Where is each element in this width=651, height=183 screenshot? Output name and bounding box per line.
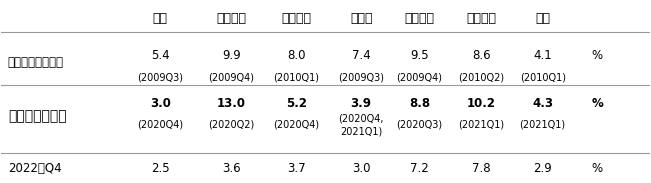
Text: リーマンショック: リーマンショック — [8, 56, 64, 69]
Text: ドイツ: ドイツ — [350, 12, 372, 25]
Text: 2022年Q4: 2022年Q4 — [8, 162, 61, 175]
Text: (2021Q1): (2021Q1) — [519, 120, 566, 130]
Text: (2009Q3): (2009Q3) — [137, 73, 183, 83]
Text: 3.0: 3.0 — [150, 97, 171, 110]
Text: 4.3: 4.3 — [532, 97, 553, 110]
Text: 3.7: 3.7 — [287, 162, 305, 175]
Text: 10.2: 10.2 — [467, 97, 495, 110]
Text: 3.6: 3.6 — [222, 162, 241, 175]
Text: (2009Q4): (2009Q4) — [396, 73, 443, 83]
Text: フランス: フランス — [404, 12, 434, 25]
Text: 5.2: 5.2 — [286, 97, 307, 110]
Text: (2010Q1): (2010Q1) — [519, 73, 566, 83]
Text: アメリカ: アメリカ — [217, 12, 247, 25]
Text: 日本: 日本 — [153, 12, 168, 25]
Text: 3.0: 3.0 — [352, 162, 370, 175]
Text: (2020Q4): (2020Q4) — [273, 120, 320, 130]
Text: (2009Q3): (2009Q3) — [338, 73, 384, 83]
Text: 2.5: 2.5 — [151, 162, 169, 175]
Text: %: % — [591, 97, 603, 110]
Text: 7.8: 7.8 — [472, 162, 490, 175]
Text: 8.6: 8.6 — [472, 49, 490, 62]
Text: コロナショック: コロナショック — [8, 109, 66, 123]
Text: 9.5: 9.5 — [410, 49, 429, 62]
Text: 7.4: 7.4 — [352, 49, 370, 62]
Text: 3.9: 3.9 — [351, 97, 372, 110]
Text: (2020Q4,
2021Q1): (2020Q4, 2021Q1) — [339, 114, 384, 136]
Text: (2020Q2): (2020Q2) — [208, 120, 255, 130]
Text: 2.9: 2.9 — [533, 162, 552, 175]
Text: (2020Q3): (2020Q3) — [396, 120, 443, 130]
Text: 韓国: 韓国 — [535, 12, 550, 25]
Text: (2020Q4): (2020Q4) — [137, 120, 184, 130]
Text: 7.2: 7.2 — [410, 162, 429, 175]
Text: (2010Q1): (2010Q1) — [273, 73, 320, 83]
Text: イギリス: イギリス — [281, 12, 311, 25]
Text: 9.9: 9.9 — [222, 49, 241, 62]
Text: (2010Q2): (2010Q2) — [458, 73, 504, 83]
Text: %: % — [591, 49, 602, 62]
Text: 13.0: 13.0 — [217, 97, 246, 110]
Text: 8.0: 8.0 — [287, 49, 305, 62]
Text: (2009Q4): (2009Q4) — [208, 73, 255, 83]
Text: %: % — [591, 162, 602, 175]
Text: (2021Q1): (2021Q1) — [458, 120, 504, 130]
Text: 4.1: 4.1 — [533, 49, 552, 62]
Text: 5.4: 5.4 — [151, 49, 169, 62]
Text: 8.8: 8.8 — [409, 97, 430, 110]
Text: イタリア: イタリア — [466, 12, 496, 25]
